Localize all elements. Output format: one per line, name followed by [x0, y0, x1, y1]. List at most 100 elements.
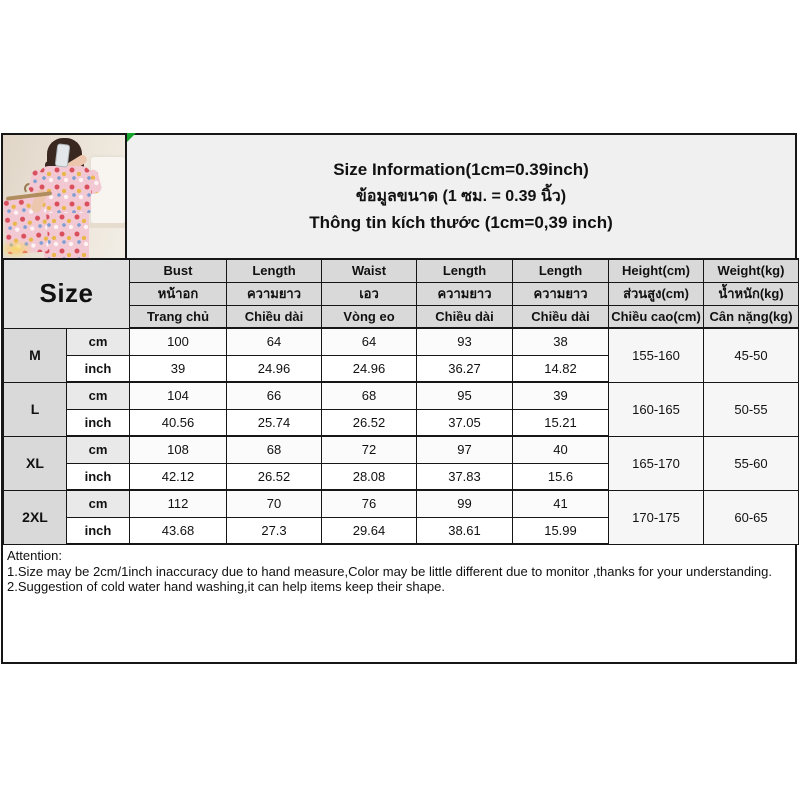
measurement-cell: 39 — [129, 354, 227, 383]
measurement-cell: 104 — [129, 381, 227, 410]
top-band: Size Information(1cm=0.39inch) ข้อมูลขนา… — [3, 133, 795, 258]
table-row: L cm 104 66 68 95 39 160-165 50-55 — [3, 381, 799, 437]
attention-section: Attention: 1.Size may be 2cm/1inch inacc… — [3, 545, 795, 595]
col-header-bust-vi: Trang chủ — [129, 304, 227, 329]
unit-cm-label: cm — [66, 327, 130, 356]
height-range-cell: 160-165 — [608, 381, 704, 437]
col-header-length1-en: Length — [226, 258, 322, 283]
attention-line: 2.Suggestion of cold water hand washing,… — [7, 579, 445, 594]
measurement-cell: 112 — [129, 489, 227, 518]
unit-cm-label: cm — [66, 381, 130, 410]
title-thai: ข้อมูลขนาด (1 ซม. = 0.39 นิ้ว) — [355, 188, 567, 205]
measurement-cell: 66 — [226, 381, 322, 410]
header-row-english: Size Bust Length Waist Length Length Hei… — [3, 258, 799, 329]
title-vietnamese: Thông tin kích thước (1cm=0,39 inch) — [309, 213, 613, 232]
table-row: XL cm 108 68 72 97 40 165-170 55-60 — [3, 435, 799, 491]
height-range-cell: 165-170 — [608, 435, 704, 491]
measurement-cell: 24.96 — [321, 354, 417, 383]
measurement-cell: 40.56 — [129, 408, 227, 437]
size-label: M — [3, 327, 67, 383]
phone-icon — [54, 143, 71, 168]
measurement-cell: 68 — [226, 435, 322, 464]
measurement-cell: 43.68 — [129, 516, 227, 545]
col-header-waist-vi: Vòng eo — [321, 304, 417, 329]
measurement-cell: 37.05 — [416, 408, 513, 437]
measurement-cell: 99 — [416, 489, 513, 518]
table-row: inch 39 24.96 24.96 36.27 14.82 — [4, 354, 799, 383]
col-header-length3-th: ความยาว — [512, 281, 609, 306]
size-label: L — [3, 381, 67, 437]
col-header-length3-en: Length — [512, 258, 609, 283]
measurement-cell: 36.27 — [416, 354, 513, 383]
shelf — [87, 223, 125, 228]
measurement-cell: 25.74 — [226, 408, 322, 437]
col-header-length3-vi: Chiều dài — [512, 304, 609, 329]
table-row: inch 42.12 26.52 28.08 37.83 15.6 — [4, 462, 799, 491]
col-header-length2-en: Length — [416, 258, 513, 283]
col-header-weight-th: น้ำหนัก(kg) — [703, 281, 799, 306]
measurement-cell: 37.83 — [416, 462, 513, 491]
weight-range-cell: 45-50 — [703, 327, 799, 383]
size-label: 2XL — [3, 489, 67, 545]
col-header-length2-vi: Chiều dài — [416, 304, 513, 329]
size-label: XL — [3, 435, 67, 491]
product-photo — [3, 135, 127, 258]
unit-inch-label: inch — [66, 516, 130, 545]
attention-line: 1.Size may be 2cm/1inch inaccuracy due t… — [7, 563, 773, 579]
col-header-length2-th: ความยาว — [416, 281, 513, 306]
measurement-cell: 93 — [416, 327, 513, 356]
measurement-cell: 97 — [416, 435, 513, 464]
size-chart-sheet: Size Information(1cm=0.39inch) ข้อมูลขนา… — [1, 133, 799, 664]
col-header-bust-th: หน้าอก — [129, 281, 227, 306]
measurement-cell: 26.52 — [226, 462, 322, 491]
measurement-cell: 29.64 — [321, 516, 417, 545]
measurement-cell: 38.61 — [416, 516, 513, 545]
measurement-cell: 41 — [512, 489, 609, 518]
measurement-cell: 24.96 — [226, 354, 322, 383]
measurement-cell: 38 — [512, 327, 609, 356]
table-row: M cm 100 64 64 93 38 155-160 45-50 — [3, 327, 799, 383]
pajama-pants — [44, 213, 89, 258]
measurement-cell: 39 — [512, 381, 609, 410]
measurement-cell: 100 — [129, 327, 227, 356]
col-header-height-vi: Chiều cao(cm) — [608, 304, 704, 329]
table-row: inch 40.56 25.74 26.52 37.05 15.21 — [4, 408, 799, 437]
measurement-cell: 108 — [129, 435, 227, 464]
unit-inch-label: inch — [66, 408, 130, 437]
col-header-waist-th: เอว — [321, 281, 417, 306]
col-header-height-en: Height(cm) — [608, 258, 704, 283]
header-row-thai: หน้าอก ความยาว เอว ความยาว ความยาว ส่วนส… — [4, 281, 799, 306]
weight-range-cell: 55-60 — [703, 435, 799, 491]
col-header-height-th: ส่วนสูง(cm) — [608, 281, 704, 306]
measurement-cell: 72 — [321, 435, 417, 464]
measurement-cell: 15.6 — [512, 462, 609, 491]
attention-heading: Attention: — [7, 548, 62, 563]
measurement-cell: 26.52 — [321, 408, 417, 437]
excel-corner-marker-icon — [127, 133, 136, 142]
unit-cm-label: cm — [66, 435, 130, 464]
measurement-cell: 70 — [226, 489, 322, 518]
header-row-vietnamese: Trang chủ Chiều dài Vòng eo Chiều dài Ch… — [4, 304, 799, 329]
measurement-cell: 64 — [226, 327, 322, 356]
measurement-cell: 68 — [321, 381, 417, 410]
unit-inch-label: inch — [66, 462, 130, 491]
yellow-flower-glow — [3, 239, 33, 258]
measurement-cell: 15.21 — [512, 408, 609, 437]
measurement-cell: 15.99 — [512, 516, 609, 545]
measurement-cell: 40 — [512, 435, 609, 464]
col-header-waist-en: Waist — [321, 258, 417, 283]
measurement-cell: 76 — [321, 489, 417, 518]
col-header-weight-vi: Cân nặng(kg) — [703, 304, 799, 329]
height-range-cell: 155-160 — [608, 327, 704, 383]
measurement-cell: 28.08 — [321, 462, 417, 491]
size-table: Size Bust Length Waist Length Length Hei… — [3, 258, 799, 545]
height-range-cell: 170-175 — [608, 489, 704, 545]
measurement-cell: 27.3 — [226, 516, 322, 545]
weight-range-cell: 60-65 — [703, 489, 799, 545]
col-header-length1-vi: Chiều dài — [226, 304, 322, 329]
measurement-cell: 14.82 — [512, 354, 609, 383]
title-block: Size Information(1cm=0.39inch) ข้อมูลขนา… — [127, 133, 795, 258]
title-english: Size Information(1cm=0.39inch) — [333, 160, 589, 179]
col-header-weight-en: Weight(kg) — [703, 258, 799, 283]
